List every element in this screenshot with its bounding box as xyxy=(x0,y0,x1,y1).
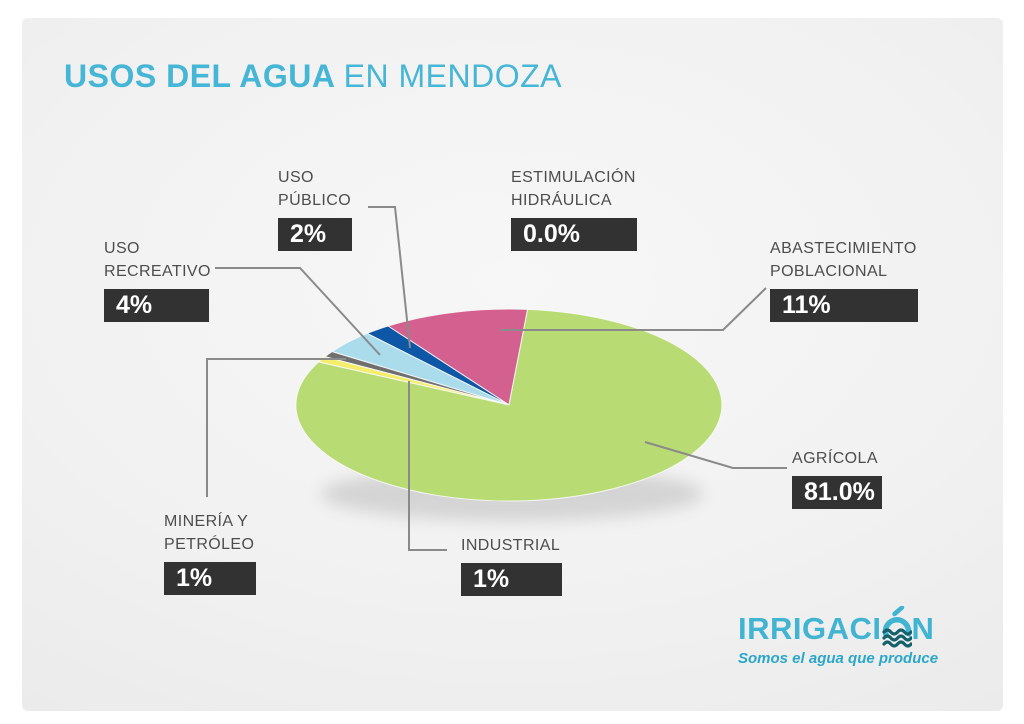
page-title: USOS DEL AGUA EN MENDOZA xyxy=(64,58,562,95)
logo-wordmark: IRRIGACI N xyxy=(738,605,934,648)
callout-label-line: USO xyxy=(278,169,314,186)
leader-line-agricola xyxy=(644,441,787,469)
callout-estimulacion-hidraulica: ESTIMULACIÓN HIDRÁULICA 0.0% xyxy=(511,166,637,251)
value-badge-industrial: 1% xyxy=(461,563,562,596)
callout-abastecimiento-poblacional: ABASTECIMIENTO POBLACIONAL 11% xyxy=(770,237,918,322)
callout-agricola: AGRÍCOLA 81.0% xyxy=(792,447,882,509)
callout-industrial: INDUSTRIAL 1% xyxy=(461,534,562,596)
pie-slice-abastecimiento-poblacional xyxy=(386,308,529,406)
pie-slice-agricola xyxy=(295,308,723,502)
page-title-emphasis: USOS DEL AGUA xyxy=(64,58,335,94)
callout-label-line: USO xyxy=(104,240,140,257)
callout-label-line: PETRÓLEO xyxy=(164,536,255,553)
value-badge-mineria-y-petroleo: 1% xyxy=(164,562,256,595)
logo-wordmark-prefix: IRRIGACI xyxy=(738,611,882,646)
callout-label-line: ESTIMULACIÓN xyxy=(511,169,636,186)
callout-label-line: MINERÍA Y xyxy=(164,513,249,530)
value-badge-estimulacion-hidraulica: 0.0% xyxy=(511,218,637,251)
callout-mineria-y-petroleo: MINERÍA Y PETRÓLEO 1% xyxy=(164,510,256,595)
leader-line-industrial xyxy=(408,381,447,551)
callout-label-line: ABASTECIMIENTO xyxy=(770,240,917,257)
callout-label-line: INDUSTRIAL xyxy=(461,537,561,554)
callout-uso-publico: USO PÚBLICO 2% xyxy=(278,166,352,251)
logo-tagline: Somos el agua que produce xyxy=(738,650,939,667)
value-badge-uso-recreativo: 4% xyxy=(104,289,209,322)
logo-wordmark-suffix: N xyxy=(911,611,935,646)
leader-line-mineria-y-petroleo xyxy=(206,358,346,497)
callout-label-line: POBLACIONAL xyxy=(770,263,888,280)
value-badge-uso-publico: 2% xyxy=(278,218,352,251)
callout-uso-recreativo: USO RECREATIVO 4% xyxy=(104,237,211,322)
leader-line-abastecimiento-poblacional xyxy=(500,287,767,331)
page-title-rest: EN MENDOZA xyxy=(343,58,562,94)
callout-label-line: PÚBLICO xyxy=(278,192,352,209)
water-waves-o-icon xyxy=(881,605,913,648)
callout-label-line: AGRÍCOLA xyxy=(792,450,878,467)
callout-label-line: HIDRÁULICA xyxy=(511,192,612,209)
value-badge-agricola: 81.0% xyxy=(792,476,882,509)
callout-label-line: RECREATIVO xyxy=(104,263,211,280)
leader-line-uso-recreativo xyxy=(215,267,381,356)
value-badge-abastecimiento-poblacional: 11% xyxy=(770,289,918,322)
leader-line-uso-publico xyxy=(368,206,411,349)
irrigacion-logo: IRRIGACI N Somos el agua que produce xyxy=(738,605,939,667)
